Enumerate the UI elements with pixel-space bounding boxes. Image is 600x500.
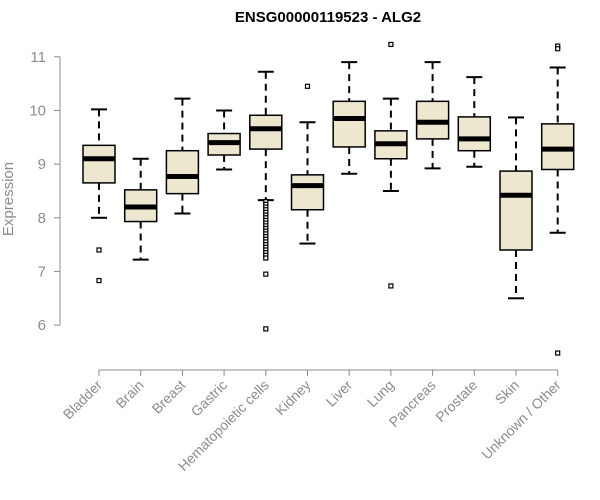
y-tick-label: 7 bbox=[38, 263, 46, 280]
outlier-point bbox=[263, 326, 269, 332]
y-tick-label: 6 bbox=[38, 317, 46, 334]
box-hematopoietic-cells bbox=[249, 70, 283, 332]
y-tick-label: 9 bbox=[38, 156, 46, 173]
box-skin bbox=[499, 116, 533, 300]
box-gastric bbox=[207, 109, 241, 171]
y-axis-label: Expression bbox=[0, 162, 17, 236]
chart-title: ENSG00000119523 - ALG2 bbox=[235, 9, 421, 26]
iqr-box bbox=[332, 100, 366, 148]
outlier-point bbox=[388, 41, 394, 48]
iqr-box bbox=[499, 170, 533, 251]
y-tick-label: 10 bbox=[29, 102, 46, 119]
outlier-point bbox=[555, 46, 561, 52]
box-brain bbox=[123, 157, 158, 261]
x-tick-label: Bladder bbox=[60, 377, 106, 423]
box-series bbox=[82, 41, 575, 356]
x-tick-label: Prostate bbox=[432, 377, 480, 425]
x-tick-label: Brain bbox=[112, 377, 146, 411]
box-lung bbox=[374, 41, 408, 289]
x-tick-label: Kidney bbox=[272, 377, 314, 419]
iqr-box bbox=[165, 149, 200, 195]
iqr-box bbox=[457, 116, 492, 152]
box-liver bbox=[332, 61, 366, 175]
outlier-point bbox=[388, 283, 394, 289]
outlier-point bbox=[263, 255, 269, 261]
y-tick-label: 8 bbox=[38, 210, 46, 227]
outlier-point bbox=[304, 83, 311, 89]
box-unknown-other bbox=[540, 43, 575, 356]
iqr-box bbox=[82, 144, 116, 184]
box-breast bbox=[165, 97, 200, 215]
x-tick-label: Breast bbox=[149, 377, 189, 417]
x-tick-label: Unknown / Other bbox=[478, 377, 564, 463]
iqr-box bbox=[290, 174, 325, 211]
x-tick-label: Lung bbox=[364, 377, 397, 410]
outlier-point bbox=[555, 350, 561, 356]
iqr-box bbox=[249, 114, 283, 150]
box-pancreas bbox=[415, 61, 450, 170]
box-prostate bbox=[457, 76, 492, 168]
x-tick-label: Skin bbox=[492, 377, 523, 408]
outlier-point bbox=[96, 277, 102, 284]
box-bladder bbox=[82, 108, 116, 284]
y-tick-label: 11 bbox=[30, 49, 46, 66]
x-tick-label: Liver bbox=[323, 377, 356, 410]
box-kidney bbox=[290, 83, 325, 245]
outlier-point bbox=[96, 247, 102, 253]
outlier-point bbox=[263, 271, 269, 277]
y-axis: 6 7 8 9 10 11 bbox=[29, 49, 61, 334]
